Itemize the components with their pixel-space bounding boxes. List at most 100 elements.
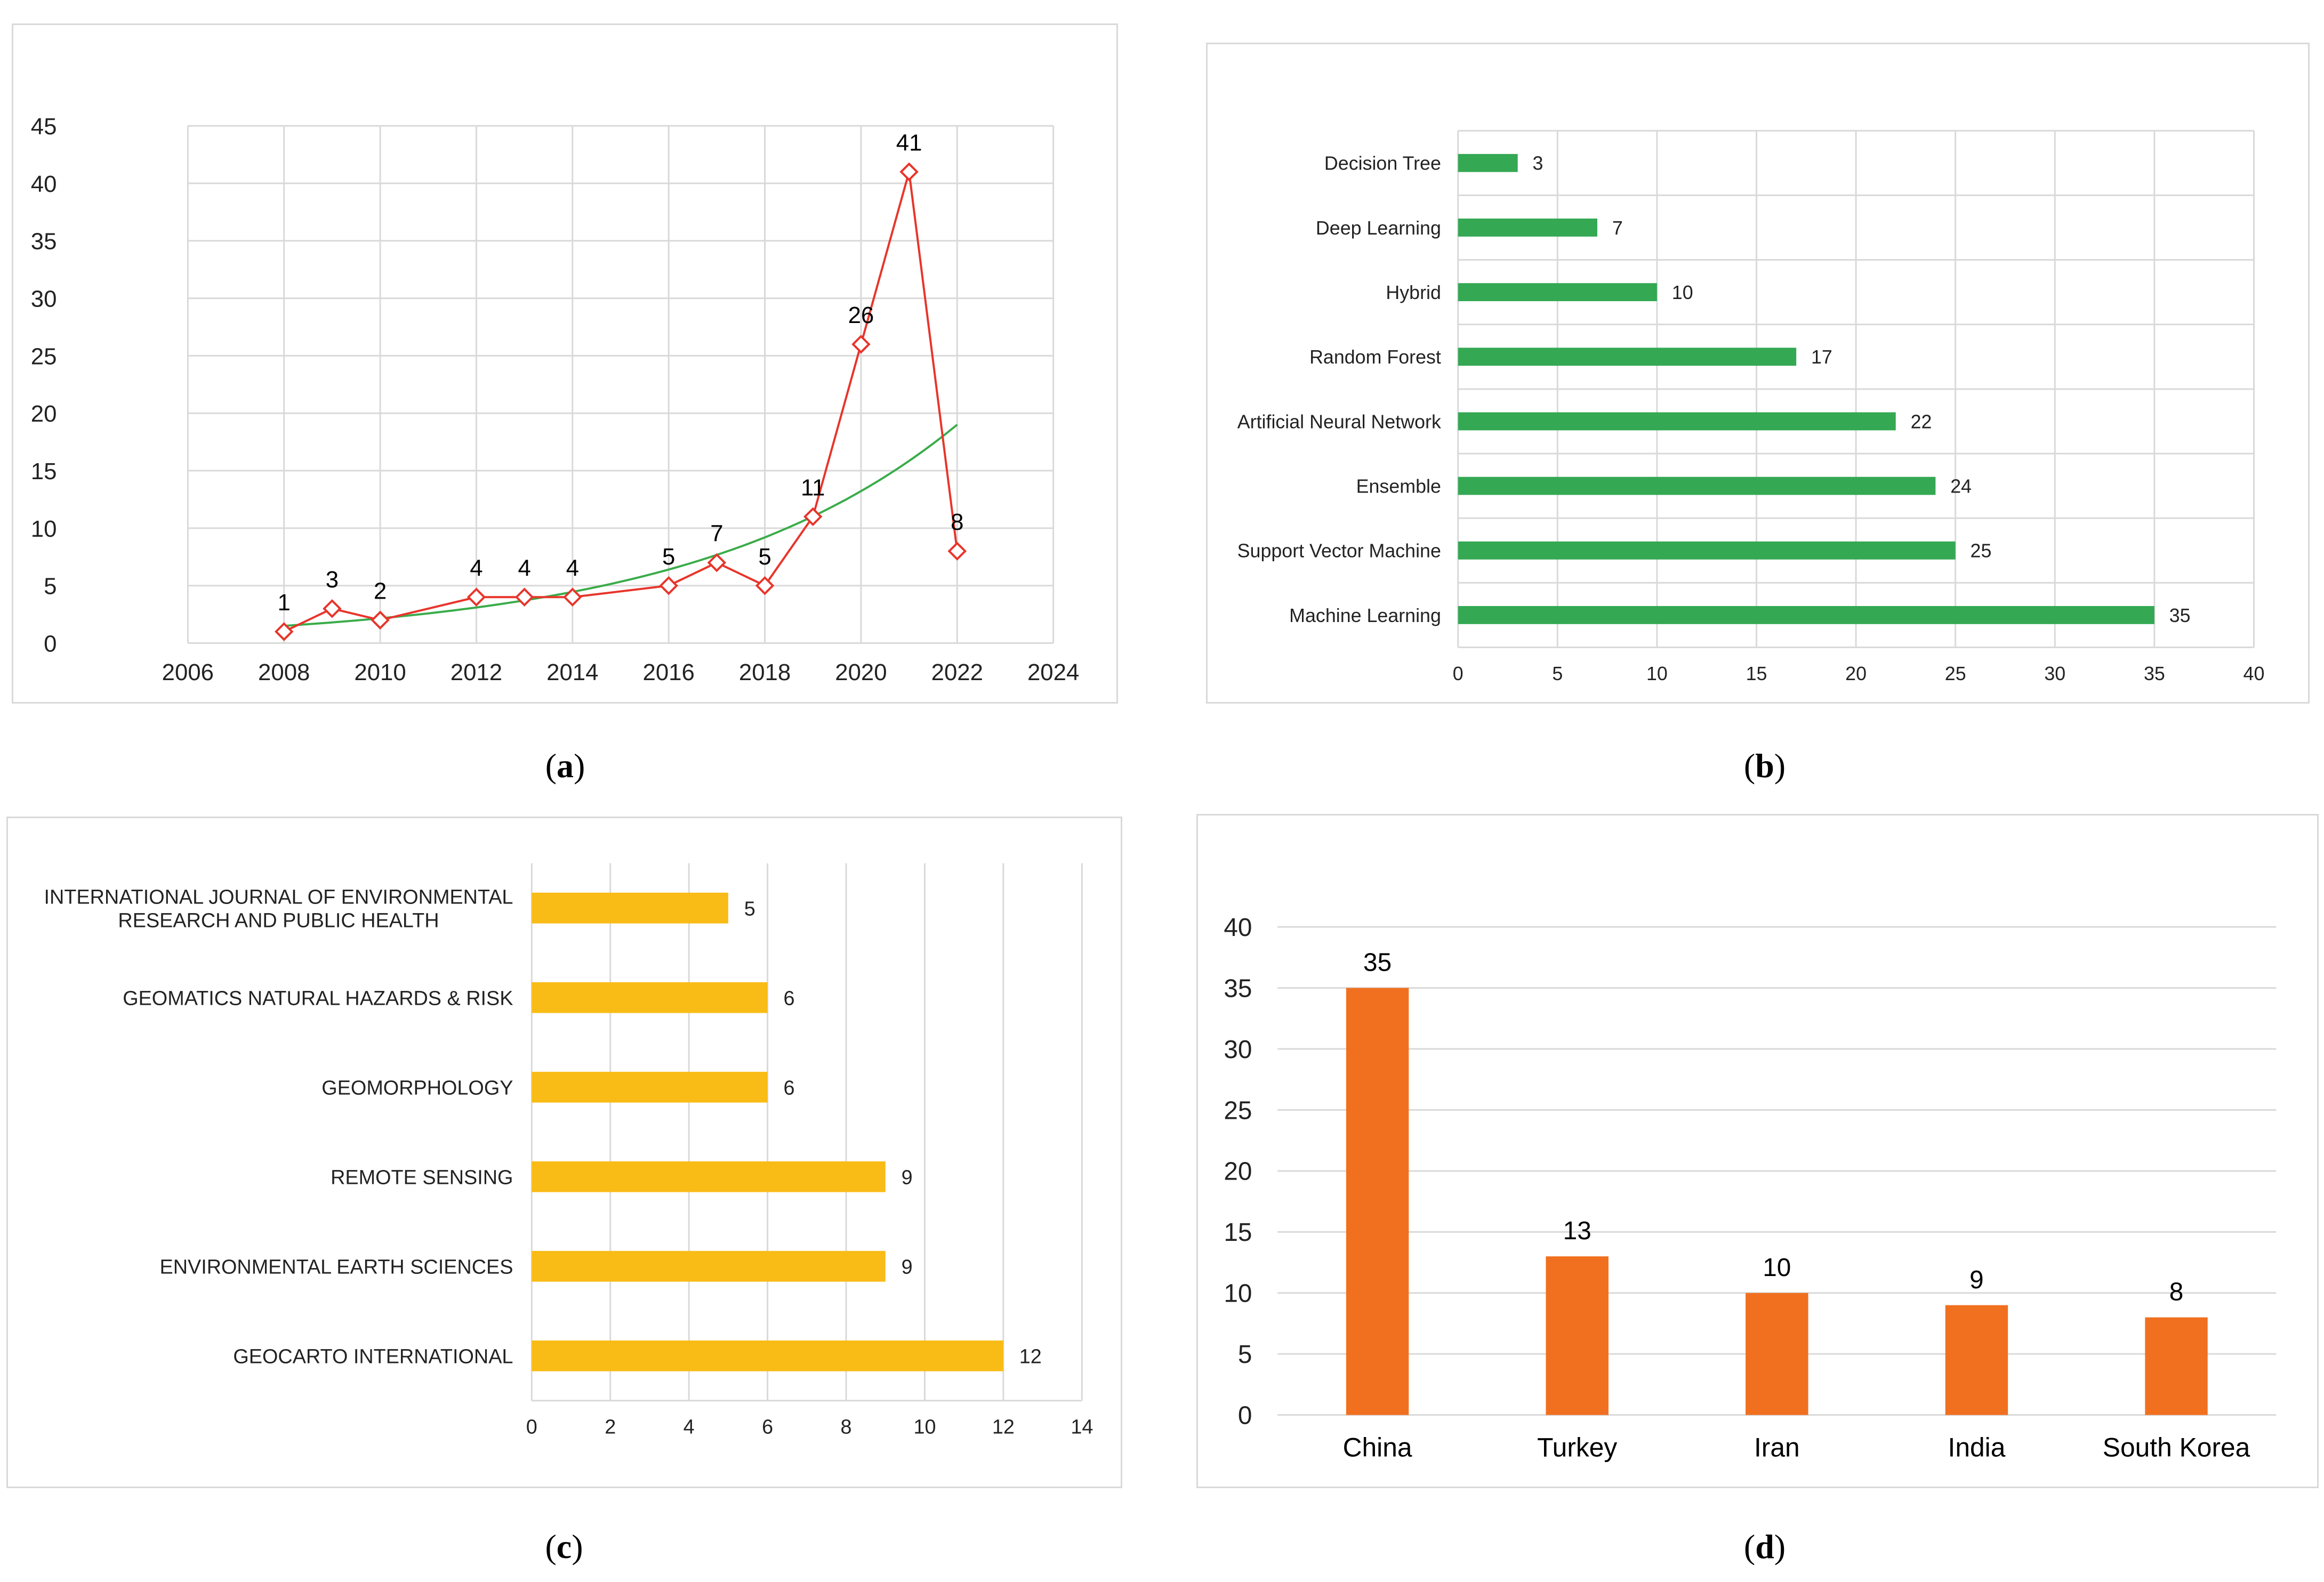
x-tick-label: 5 <box>1552 663 1563 684</box>
caption-c: (c) <box>545 1528 583 1565</box>
bar <box>532 1161 886 1192</box>
category-label: Hybrid <box>1386 282 1441 303</box>
x-tick-label: 2018 <box>739 659 791 685</box>
data-label: 17 <box>1811 346 1832 368</box>
category-label: India <box>1948 1432 2005 1462</box>
x-tick-label: 35 <box>2144 663 2165 684</box>
y-tick-label: 15 <box>1224 1218 1252 1247</box>
chart-panel-c: 0 2 4 6 8 10 12 14 INTERNATIONAL JOURNAL OF ENVI… <box>6 817 1122 1488</box>
category-label: Machine Learning <box>1289 605 1441 626</box>
bar <box>1746 1293 1808 1415</box>
data-point-marker <box>371 610 390 630</box>
data-label: 6 <box>783 988 794 1010</box>
category-label: GEOMATICS NATURAL HAZARDS & RISK <box>123 988 513 1010</box>
data-point-marker <box>563 587 582 607</box>
x-tick-label: 20 <box>1845 663 1867 684</box>
data-label: 35 <box>1363 949 1392 977</box>
y-tick-label: 45 <box>31 114 57 140</box>
data-label: 9 <box>902 1256 913 1279</box>
category-label: ENVIRONMENTAL EARTH SCIENCES <box>159 1256 513 1279</box>
bar <box>532 982 768 1013</box>
data-label: 13 <box>1563 1217 1591 1245</box>
data-label: 10 <box>1763 1254 1791 1282</box>
chart-panel-d: 0 5 10 15 20 25 30 35 40 35 China 13 Turkey 10 Iran 9 In… <box>1196 814 2319 1488</box>
category-label: Decision Tree <box>1324 153 1441 174</box>
x-tick-label: 0 <box>1453 663 1463 684</box>
bar <box>1458 541 1956 560</box>
countries-vertical-bar-chart: 0 5 10 15 20 25 30 35 40 35 China 13 Turkey 10 Iran 9 In… <box>1224 914 2277 1462</box>
x-tick-label: 2010 <box>354 659 406 685</box>
y-tick-label: 20 <box>1224 1158 1252 1186</box>
data-point-marker <box>803 507 823 527</box>
data-label: 1 <box>278 590 291 616</box>
category-label: Artificial Neural Network <box>1237 411 1441 432</box>
y-tick-label: 35 <box>31 229 57 255</box>
y-tick-label: 10 <box>1224 1280 1252 1308</box>
data-point-marker <box>323 599 342 618</box>
data-label: 9 <box>1969 1266 1984 1294</box>
y-tick-label: 0 <box>1238 1402 1252 1430</box>
data-label: 35 <box>2169 605 2191 626</box>
data-label: 7 <box>1612 217 1623 239</box>
x-tick-label: 10 <box>913 1416 936 1438</box>
x-tick-label: 2 <box>605 1416 616 1438</box>
x-tick-label: 14 <box>1071 1416 1093 1438</box>
category-label: Iran <box>1754 1432 1800 1462</box>
caption-letter-a: a <box>557 747 574 785</box>
y-tick-label: 20 <box>31 401 57 427</box>
y-tick-label: 40 <box>31 171 57 197</box>
x-tick-label: 2022 <box>931 659 983 685</box>
category-label: Ensemble <box>1356 476 1441 497</box>
bar <box>532 892 728 924</box>
bar <box>532 1071 768 1103</box>
data-label: 5 <box>758 544 771 570</box>
x-tick-label: 8 <box>841 1416 852 1438</box>
data-label: 24 <box>1950 476 1972 497</box>
bar <box>1458 219 1597 237</box>
category-label: South Korea <box>2103 1432 2250 1462</box>
category-label: Support Vector Machine <box>1237 540 1441 562</box>
category-label: Random Forest <box>1309 346 1441 368</box>
data-label: 7 <box>710 521 723 547</box>
journals-horizontal-bar-chart: 0 2 4 6 8 10 12 14 INTERNATIONAL JOURNAL OF ENVI… <box>44 863 1093 1438</box>
category-label: Deep Learning <box>1316 217 1441 239</box>
x-tick-label: 2006 <box>162 659 214 685</box>
data-point-marker <box>947 542 967 561</box>
x-tick-label: 10 <box>1646 663 1668 684</box>
category-label: RESEARCH AND PUBLIC HEALTH <box>118 909 439 932</box>
x-tick-label: 6 <box>762 1416 773 1438</box>
y-tick-label: 15 <box>31 458 57 485</box>
category-label: INTERNATIONAL JOURNAL OF ENVIRONMENTAL <box>44 886 513 909</box>
data-label: 3 <box>1533 153 1543 174</box>
y-tick-label: 5 <box>44 574 57 600</box>
x-tick-label: 4 <box>683 1416 695 1438</box>
y-tick-label: 35 <box>1224 974 1252 1003</box>
y-tick-label: 5 <box>1238 1341 1252 1369</box>
x-tick-label: 2020 <box>835 659 887 685</box>
category-label: GEOCARTO INTERNATIONAL <box>233 1346 513 1368</box>
data-label: 4 <box>518 555 530 581</box>
bar <box>532 1340 1003 1371</box>
category-label: Turkey <box>1537 1432 1617 1462</box>
data-label: 12 <box>1019 1346 1042 1368</box>
data-label: 6 <box>783 1077 794 1100</box>
data-point-marker <box>707 553 727 572</box>
x-tick-label: 0 <box>526 1416 537 1438</box>
caption-b: (b) <box>1743 747 1786 785</box>
data-label: 4 <box>566 555 579 581</box>
y-tick-label: 30 <box>1224 1036 1252 1064</box>
caption-letter-c: c <box>556 1528 572 1565</box>
data-label: 5 <box>662 544 675 570</box>
data-label: 8 <box>951 509 963 535</box>
caption-letter-b: b <box>1755 747 1774 785</box>
data-point-marker <box>467 587 486 607</box>
x-tick-label: 15 <box>1746 663 1767 684</box>
data-label: 4 <box>470 555 483 581</box>
x-tick-label: 2014 <box>546 659 598 685</box>
data-label: 26 <box>848 302 874 328</box>
data-point-marker <box>755 576 775 595</box>
x-tick-label: 2016 <box>642 659 694 685</box>
data-point-marker <box>274 622 294 641</box>
bar <box>1546 1256 1609 1415</box>
bar <box>1458 477 1936 495</box>
